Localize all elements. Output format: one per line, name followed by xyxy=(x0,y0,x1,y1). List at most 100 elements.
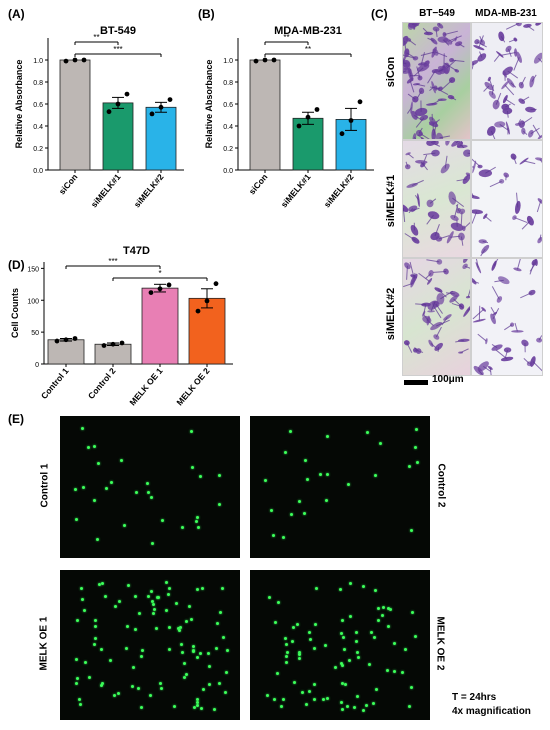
fluorescent-cell xyxy=(193,705,197,709)
fluorescent-cell xyxy=(373,635,377,639)
cell-process xyxy=(407,93,416,100)
fluorescent-cell xyxy=(185,672,189,676)
fluorescent-cell xyxy=(199,651,203,655)
cell xyxy=(427,211,440,220)
fluorescent-cell xyxy=(339,631,343,635)
cell-process xyxy=(480,248,486,257)
bar-sicon xyxy=(59,59,91,171)
data-point xyxy=(158,104,164,110)
cell xyxy=(531,259,537,266)
fluorescent-cell xyxy=(297,500,301,504)
cell-process xyxy=(520,76,526,86)
x-tick-label: siCon xyxy=(57,172,80,197)
fluorescent-cell xyxy=(153,607,157,611)
data-point xyxy=(72,57,78,63)
x-tick-label: MELK OE 2 xyxy=(174,366,211,408)
cell xyxy=(498,276,510,285)
fluorescent-cell xyxy=(134,595,137,599)
cell xyxy=(463,259,469,264)
cell-process xyxy=(523,160,536,165)
fluorescent-cell xyxy=(140,649,144,653)
fluorescent-cell xyxy=(293,680,297,684)
fluorescent-cell xyxy=(218,611,222,615)
fluorescent-cell xyxy=(214,647,218,651)
data-point xyxy=(357,99,363,105)
x-tick-label: Control 2 xyxy=(86,366,118,401)
chart-a-bt549: BT-549 0.0 0.2 0.4 0.6 0.8 1.0 Relative Absorba… xyxy=(14,25,184,209)
fluorescent-cell xyxy=(137,612,141,616)
fluorescent-cell xyxy=(161,519,165,523)
cell-process xyxy=(521,220,531,230)
cell-process xyxy=(429,198,437,204)
cell xyxy=(502,94,508,104)
cell xyxy=(525,106,536,113)
fluorescent-cell xyxy=(304,459,308,463)
fluorescent-cell xyxy=(414,634,418,638)
fluorescent-cell xyxy=(290,639,294,643)
significance-label: *** xyxy=(113,45,122,54)
y-tick-label: 1.0 xyxy=(33,58,43,65)
fluorescent-cell xyxy=(125,624,129,628)
data-point xyxy=(166,282,172,288)
fluorescent-cell xyxy=(307,690,311,694)
data-point xyxy=(106,109,112,115)
cell xyxy=(430,37,438,45)
fluorescent-cell xyxy=(165,608,169,612)
cell-process xyxy=(455,339,464,343)
cell-process xyxy=(403,58,405,65)
cell-process xyxy=(490,307,496,314)
cell xyxy=(481,244,490,254)
fluorescent-cell xyxy=(78,697,82,701)
fluorescent-cell xyxy=(356,694,360,698)
cell xyxy=(472,277,477,285)
fluorescent-cell xyxy=(151,599,155,603)
x-tick-label: siMELK#1 xyxy=(279,172,313,210)
fluorescent-cell xyxy=(181,525,185,529)
cell xyxy=(434,342,444,351)
fluorescent-cell xyxy=(197,526,201,530)
cell xyxy=(445,141,450,146)
significance-label: ** xyxy=(93,33,99,42)
chart-b-mdamb231: MDA-MB-231 0.0 0.2 0.4 0.6 0.8 1.0 Relative Abs… xyxy=(204,25,374,210)
fluorescent-cell xyxy=(140,655,144,659)
cell-process xyxy=(423,152,436,156)
data-point xyxy=(157,286,163,292)
cell xyxy=(431,46,437,58)
fluorescent-cell xyxy=(92,498,96,502)
data-point xyxy=(115,101,121,107)
cell-process xyxy=(415,117,425,128)
cell xyxy=(410,224,419,236)
fluorescent-cell xyxy=(313,622,317,626)
fluorescent-cell xyxy=(122,523,126,527)
cell-process xyxy=(521,116,533,125)
data-point xyxy=(148,290,154,295)
micrograph-bt549-sicon xyxy=(402,22,471,140)
cell-process xyxy=(420,161,428,171)
cell-process xyxy=(460,348,469,354)
data-point xyxy=(54,338,60,344)
bar-simelk-2 xyxy=(145,106,177,171)
fluorescent-cell xyxy=(201,688,205,692)
fluorescent-cell xyxy=(208,665,212,669)
cell-process xyxy=(407,153,414,159)
micrograph-mdamb231-sicon xyxy=(471,22,543,140)
scale-bar-label: 100μm xyxy=(432,374,464,385)
fluorescent-cell xyxy=(313,698,317,702)
fluorescent-cell xyxy=(297,652,301,656)
fluorescent-cell xyxy=(168,647,172,651)
data-point xyxy=(204,298,210,304)
cell-process xyxy=(427,70,436,84)
cell-process xyxy=(416,90,422,99)
cell-process xyxy=(431,100,439,105)
data-point xyxy=(253,58,259,64)
fluorescent-cell xyxy=(207,652,211,656)
fluorescent-cell xyxy=(342,648,346,652)
cell-process xyxy=(427,37,435,42)
scale-bar xyxy=(404,380,428,385)
fluorescent-cell xyxy=(393,669,397,673)
cell-process xyxy=(416,66,421,79)
cell-process xyxy=(458,43,465,48)
fluorescent-cell xyxy=(94,636,98,640)
cell xyxy=(521,127,526,135)
cell xyxy=(511,330,524,333)
